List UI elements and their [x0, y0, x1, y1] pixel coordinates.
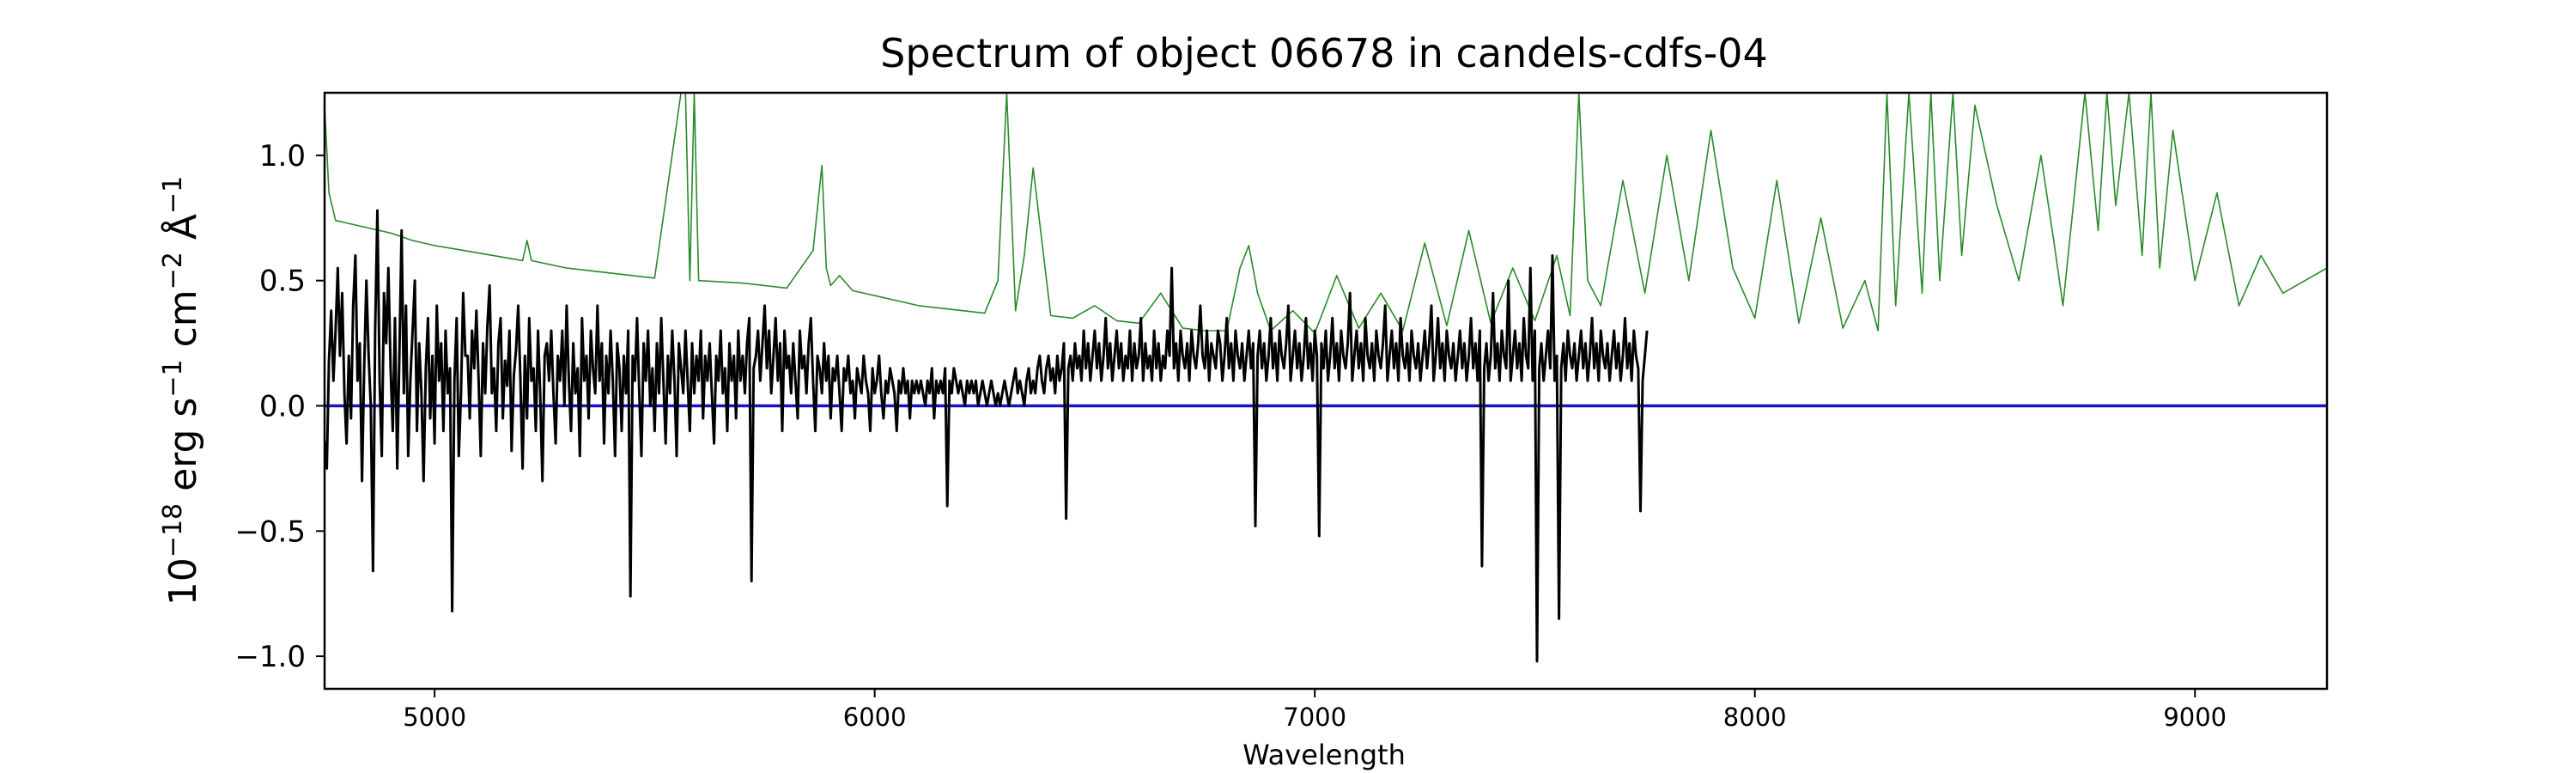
y-label-exp2: −1: [158, 359, 188, 397]
y-tick-label: 1.0: [259, 139, 306, 173]
x-tick-label: 9000: [2163, 703, 2227, 732]
y-tick-label: −0.5: [234, 514, 306, 549]
y-label-unit2: cm: [161, 289, 205, 359]
y-axis: −1.0 −0.5 0.0 0.5 1.0: [234, 139, 325, 674]
y-tick-label: 0.5: [259, 265, 306, 299]
x-tick-label: 8000: [1723, 703, 1787, 732]
x-axis: 5000 6000 7000 8000 9000: [403, 689, 2227, 732]
y-label-exp3: −2: [158, 252, 188, 289]
y-tick-label: 0.0: [259, 389, 306, 423]
plot-frame: [323, 91, 2329, 691]
plot-area: [325, 93, 2327, 663]
x-tick-label: 6000: [843, 703, 907, 732]
x-tick-label: 5000: [403, 703, 466, 732]
y-label-exp4: −1: [158, 176, 188, 214]
y-label-exp1: −18: [158, 503, 188, 557]
y-tick-label: −1.0: [234, 640, 306, 674]
error-series-line: [325, 93, 2327, 334]
y-label-unit1: erg s: [161, 398, 205, 503]
x-tick-label: 7000: [1283, 703, 1346, 732]
chart-title: Spectrum of object 06678 in candels-cdfs…: [880, 30, 1768, 76]
flux-series-line: [325, 209, 1649, 663]
y-axis-label: 10−18 erg s−1 cm−2 Å−1: [158, 176, 205, 606]
x-axis-label: Wavelength: [1242, 739, 1406, 771]
y-label-base: 10: [161, 557, 205, 606]
y-label-unit3: Å: [160, 214, 205, 252]
